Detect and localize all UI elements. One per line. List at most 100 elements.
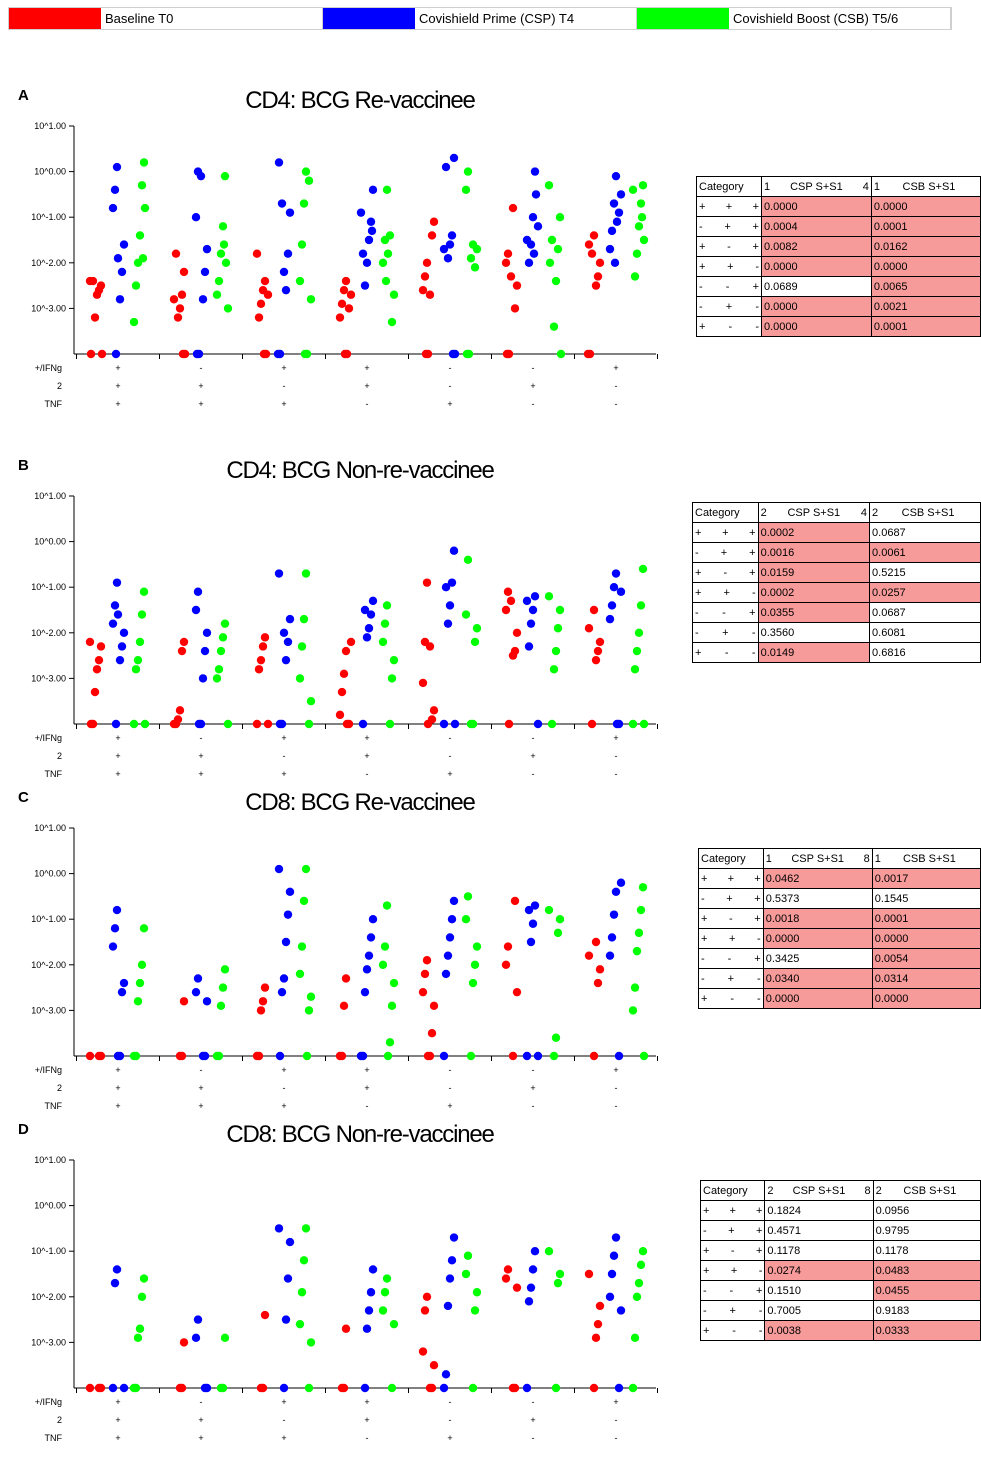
data-point — [279, 1383, 289, 1393]
category-sign: - — [615, 1415, 618, 1425]
legend-swatch — [637, 8, 729, 29]
data-point — [429, 217, 439, 226]
pvalue-table: Category 1 CSP S+S1 8 1 CSB S+S1 + + +0.0462 0.00… — [698, 848, 981, 1009]
data-point — [439, 719, 449, 729]
csb-pvalue: 0.0061 — [869, 542, 981, 563]
data-point — [129, 719, 139, 729]
row-category: + + - — [699, 1260, 766, 1281]
table-row: - + -0.7005 0.9183 — [699, 1300, 981, 1321]
data-point — [360, 987, 370, 997]
data-point — [547, 235, 557, 245]
data-point — [443, 254, 453, 263]
data-point — [462, 349, 472, 359]
table-row: + - -0.0000 0.0001 — [696, 316, 981, 337]
row-category: + + + — [699, 1200, 766, 1221]
data-point — [274, 569, 284, 578]
data-point — [632, 946, 642, 956]
table-row: - - +0.0355 0.0687 — [692, 602, 981, 623]
data-point — [364, 951, 374, 960]
data-point — [461, 610, 471, 619]
row-label: 2 — [57, 1083, 62, 1093]
data-point — [389, 290, 399, 299]
row-label: TNF — [45, 399, 63, 409]
header-category: Category — [696, 176, 762, 197]
pvalue-table: Category 2 CSP S+S1 4 2 CSB S+S1 + + +0.0002 0.06… — [692, 502, 981, 663]
csb-pvalue: 0.6081 — [869, 622, 981, 643]
data-point — [544, 181, 554, 190]
data-point — [503, 587, 513, 596]
data-point — [335, 313, 345, 322]
data-point — [422, 1292, 432, 1301]
category-sign: + — [530, 381, 535, 391]
category-sign: + — [198, 751, 203, 761]
data-point — [297, 240, 307, 249]
data-point — [341, 974, 351, 983]
data-point — [555, 1269, 565, 1279]
data-point — [196, 171, 206, 181]
data-point — [140, 203, 150, 213]
data-point — [295, 969, 305, 979]
data-point — [192, 349, 202, 359]
header-csp: 1 CSP S+S1 8 — [762, 848, 873, 869]
data-point — [108, 619, 118, 628]
chart-panel: C CD8: BCG Re-vaccinee 10^1.00 10^0.00 10^-1… — [18, 789, 658, 1111]
data-point — [283, 249, 293, 258]
data-point — [528, 1265, 538, 1274]
table-row: - - +0.3425 0.0054 — [698, 948, 981, 969]
data-point — [447, 231, 457, 240]
data-point — [422, 578, 432, 587]
y-tick-label: 10^-3.00 — [31, 303, 66, 313]
table-row: - + -0.0000 0.0021 — [696, 296, 981, 317]
data-point — [630, 1333, 640, 1343]
data-point — [297, 642, 307, 651]
data-point — [501, 605, 511, 615]
data-point — [216, 1001, 226, 1011]
data-point — [252, 719, 262, 729]
data-point — [258, 642, 268, 651]
category-sign: - — [200, 733, 203, 743]
table-row: + - +0.0082 0.0162 — [696, 236, 981, 257]
data-point — [591, 281, 601, 290]
csb-pvalue: 0.6816 — [869, 642, 981, 663]
data-point — [194, 719, 204, 729]
csp-pvalue: 0.0000 — [761, 256, 872, 277]
data-point — [139, 587, 149, 596]
y-tick-label: 10^1.00 — [34, 491, 66, 501]
table-row: + - +0.0018 0.0001 — [698, 908, 981, 929]
data-point — [364, 235, 374, 245]
legend-item-boost: Covishield Boost (CSB) T5/6 — [637, 8, 951, 29]
data-point — [425, 642, 435, 651]
data-point — [135, 1324, 145, 1333]
data-point — [137, 181, 147, 190]
data-point — [381, 276, 391, 286]
category-sign: + — [115, 1397, 120, 1407]
data-point — [179, 637, 189, 647]
data-point — [341, 1324, 351, 1333]
category-sign: + — [364, 381, 369, 391]
row-label: +/IFNg — [35, 363, 62, 373]
data-point — [366, 933, 376, 942]
row-category: + - - — [698, 988, 764, 1009]
data-point — [501, 258, 511, 267]
data-point — [609, 583, 619, 592]
data-point — [533, 719, 543, 729]
data-point — [97, 349, 107, 359]
data-point — [551, 646, 561, 656]
data-point — [274, 158, 284, 167]
category-sign: - — [449, 733, 452, 743]
category-sign: - — [615, 381, 618, 391]
data-point — [470, 637, 480, 647]
data-point — [173, 313, 183, 322]
data-point — [632, 249, 642, 258]
csp-pvalue: 0.0274 — [764, 1260, 874, 1281]
csb-pvalue: 0.0314 — [871, 968, 981, 989]
category-sign: + — [364, 733, 369, 743]
category-sign: + — [115, 1101, 120, 1111]
data-point — [135, 231, 145, 240]
data-point — [512, 987, 522, 997]
category-sign: - — [366, 1433, 369, 1443]
data-point — [463, 892, 473, 901]
data-point — [137, 610, 147, 619]
data-point — [135, 637, 145, 647]
header-csp: 1 CSP S+S1 4 — [761, 176, 872, 197]
